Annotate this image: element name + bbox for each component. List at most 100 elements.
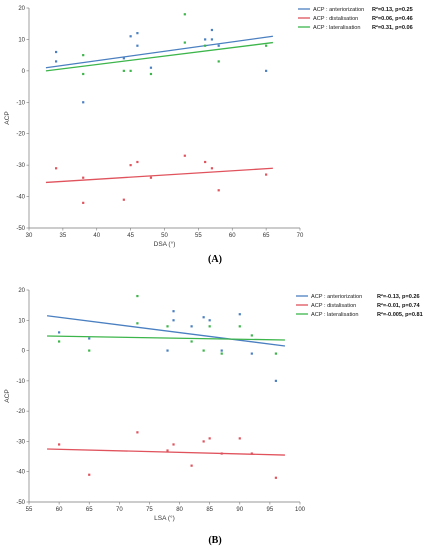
anteriorization-point: [250, 352, 253, 355]
lateralisation-point: [204, 44, 207, 47]
lateralisation-point: [238, 325, 241, 328]
anteriorization-point: [136, 44, 139, 47]
lateralisation-point: [208, 325, 211, 328]
y-tick-label: -20: [16, 132, 25, 138]
anteriorization-point: [82, 101, 85, 104]
anteriorization-point: [55, 50, 58, 54]
lateralisation-legend-stat: R²=-0.005, p=0.81: [377, 311, 423, 318]
distalisation-point: [172, 443, 175, 446]
lateralisation-point: [136, 294, 139, 298]
anteriorization-point: [210, 38, 214, 41]
lateralisation-point: [82, 72, 85, 76]
anteriorization-point: [172, 319, 175, 322]
distalisation-point: [202, 440, 205, 443]
panel-label: (B): [208, 535, 221, 546]
anteriorization-point: [208, 319, 211, 322]
anteriorization-point: [217, 44, 220, 47]
x-tick-label: 100: [295, 507, 306, 513]
anteriorization-fit-line: [46, 315, 286, 347]
anteriorization-point: [55, 60, 58, 63]
distalisation-fit-line: [47, 448, 285, 456]
lateralisation-point: [190, 340, 193, 343]
x-tick-label: 65: [86, 507, 93, 513]
lateralisation-point: [166, 325, 169, 328]
anteriorization-point: [220, 349, 223, 352]
panel-label: (A): [208, 254, 222, 265]
anteriorization-point: [190, 325, 193, 328]
lateralisation-fit-line: [45, 41, 273, 72]
anteriorization-legend-stat: R²=0.13, p=0.25: [372, 6, 413, 13]
x-tick-label: 60: [229, 233, 236, 239]
y-tick-label: -30: [16, 439, 25, 445]
distalisation-point: [238, 437, 241, 440]
anteriorization-point: [122, 57, 125, 60]
lateralisation-point: [265, 44, 268, 47]
y-tick-label: -50: [16, 226, 25, 232]
y-tick-label: -10: [16, 100, 25, 106]
lateralisation-legend-stat: R²=0.31, p=0.06: [372, 24, 413, 31]
y-tick-label: -10: [16, 379, 25, 385]
distalisation-point: [210, 167, 214, 170]
y-tick-label: -50: [16, 500, 25, 506]
anteriorization-fit-line: [45, 35, 273, 69]
x-tick-label: 70: [297, 233, 304, 239]
distalisation-point: [250, 452, 253, 455]
y-axis-label: ACP: [4, 389, 11, 402]
x-tick-label: 45: [127, 233, 134, 239]
y-tick-label: 10: [18, 37, 25, 43]
lateralisation-point: [183, 41, 186, 44]
lateralisation-point: [58, 340, 61, 343]
x-tick-label: 60: [56, 507, 63, 513]
y-tick-label: 20: [18, 6, 25, 12]
lateralisation-legend-label: ACP : lateralisation: [313, 25, 360, 31]
y-tick-label: 0: [22, 69, 26, 75]
distalisation-fit-line: [45, 167, 273, 184]
distalisation-point: [136, 160, 139, 164]
x-tick-label: 50: [161, 233, 168, 239]
y-tick-label: 10: [18, 318, 25, 324]
anteriorization-point: [129, 35, 132, 38]
distalisation-point: [149, 176, 153, 179]
lateralisation-legend-label: ACP : lateralisation: [311, 312, 358, 318]
distalisation-legend-label: ACP : distalisation: [311, 303, 356, 309]
lateralisation-point: [250, 334, 253, 337]
distalisation-point: [217, 189, 220, 192]
anteriorization-point: [238, 313, 241, 316]
x-axis-label: LSA (°): [154, 514, 175, 522]
x-tick-label: 85: [206, 507, 213, 513]
x-tick-label: 95: [267, 507, 274, 513]
y-tick-label: 20: [18, 288, 25, 294]
x-tick-label: 90: [236, 507, 243, 513]
lateralisation-fit-line: [47, 335, 285, 341]
anteriorization-point: [172, 310, 175, 313]
x-tick-label: 80: [176, 507, 183, 513]
x-tick-label: 75: [146, 507, 153, 513]
lateralisation-point: [129, 69, 132, 72]
lateralisation-point: [149, 72, 153, 76]
anteriorization-legend-label: ACP : anteriorization: [311, 294, 362, 300]
anteriorization-point: [202, 316, 205, 319]
distalisation-point: [183, 154, 186, 157]
lateralisation-point: [202, 349, 205, 352]
x-tick-label: 35: [60, 233, 67, 239]
y-tick-label: -40: [16, 470, 25, 476]
y-tick-label: -20: [16, 409, 25, 415]
anteriorization-point: [204, 38, 207, 41]
y-tick-label: -30: [16, 163, 25, 169]
x-tick-label: 30: [26, 233, 33, 239]
distalisation-point: [122, 198, 125, 201]
distalisation-point: [82, 201, 85, 204]
distalisation-point: [88, 473, 91, 476]
distalisation-point: [166, 449, 169, 452]
distalisation-point: [58, 443, 61, 446]
lateralisation-point: [82, 54, 85, 57]
x-tick-label: 55: [26, 507, 33, 513]
anteriorization-point: [210, 28, 214, 32]
x-tick-label: 70: [116, 507, 123, 513]
distalisation-point: [55, 167, 58, 170]
anteriorization-point: [166, 349, 169, 352]
lateralisation-point: [88, 349, 91, 352]
